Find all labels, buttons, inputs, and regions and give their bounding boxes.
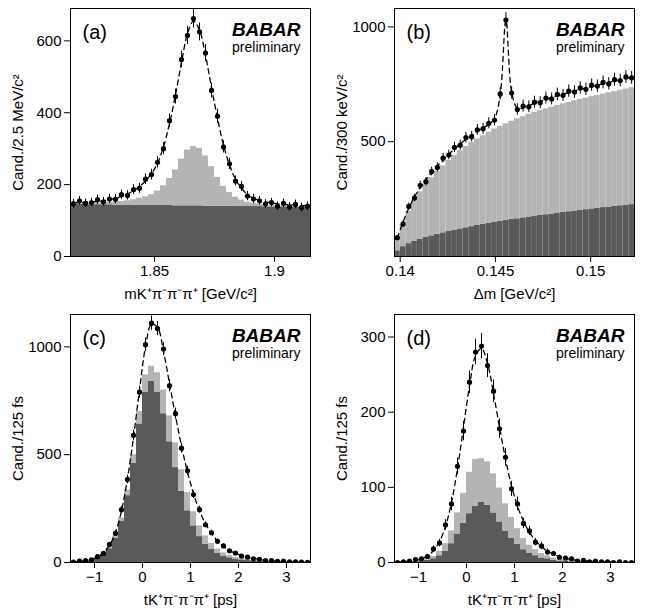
- svg-text:0.14: 0.14: [386, 262, 415, 279]
- svg-text:(b): (b): [407, 21, 431, 43]
- svg-text:500: 500: [360, 132, 385, 149]
- svg-text:200: 200: [360, 403, 385, 420]
- svg-text:(c): (c): [83, 327, 106, 349]
- svg-text:0: 0: [138, 568, 146, 585]
- svg-text:300: 300: [360, 328, 385, 345]
- svg-text:100: 100: [360, 478, 385, 495]
- svg-text:Cand./125 fs: Cand./125 fs: [333, 396, 350, 481]
- svg-text:2: 2: [234, 568, 242, 585]
- svg-text:0: 0: [53, 553, 61, 570]
- svg-text:−1: −1: [86, 568, 103, 585]
- svg-text:400: 400: [36, 104, 61, 121]
- svg-text:preliminary: preliminary: [232, 39, 300, 55]
- svg-text:1.9: 1.9: [264, 262, 285, 279]
- svg-text:Cand./125 fs: Cand./125 fs: [9, 396, 26, 481]
- svg-text:0.15: 0.15: [576, 262, 605, 279]
- svg-text:600: 600: [36, 32, 61, 49]
- svg-text:0: 0: [462, 568, 470, 585]
- svg-text:1000: 1000: [352, 18, 385, 35]
- svg-text:preliminary: preliminary: [556, 39, 624, 55]
- svg-text:0: 0: [377, 553, 385, 570]
- svg-text:1: 1: [186, 568, 194, 585]
- svg-text:Δm [GeV/c²]: Δm [GeV/c²]: [474, 285, 556, 302]
- svg-text:Cand./300 keV/c²: Cand./300 keV/c²: [333, 75, 350, 191]
- svg-text:preliminary: preliminary: [232, 345, 300, 361]
- svg-text:1000: 1000: [28, 338, 61, 355]
- svg-text:preliminary: preliminary: [556, 345, 624, 361]
- svg-text:Cand./2.5 MeV/c²: Cand./2.5 MeV/c²: [9, 74, 26, 191]
- svg-text:3: 3: [282, 568, 290, 585]
- svg-text:(d): (d): [407, 327, 431, 349]
- svg-text:−1: −1: [410, 568, 427, 585]
- svg-text:200: 200: [36, 175, 61, 192]
- svg-text:2: 2: [558, 568, 566, 585]
- svg-text:0.145: 0.145: [477, 262, 515, 279]
- svg-text:mK⁺π⁻π⁻π⁺ [GeV/c²]: mK⁺π⁻π⁻π⁺ [GeV/c²]: [124, 285, 257, 302]
- svg-text:1: 1: [510, 568, 518, 585]
- svg-text:500: 500: [36, 445, 61, 462]
- svg-text:tK⁺π⁻π⁻π⁺ [ps]: tK⁺π⁻π⁻π⁺ [ps]: [468, 591, 562, 608]
- svg-text:BABAR: BABAR: [232, 325, 301, 346]
- svg-text:BABAR: BABAR: [232, 19, 301, 40]
- svg-text:tK⁺π⁻π⁻π⁺ [ps]: tK⁺π⁻π⁻π⁺ [ps]: [144, 591, 238, 608]
- svg-text:0: 0: [53, 247, 61, 264]
- svg-text:(a): (a): [83, 21, 107, 43]
- svg-text:1.85: 1.85: [140, 262, 169, 279]
- svg-text:3: 3: [606, 568, 614, 585]
- svg-text:BABAR: BABAR: [556, 325, 625, 346]
- svg-text:BABAR: BABAR: [556, 19, 625, 40]
